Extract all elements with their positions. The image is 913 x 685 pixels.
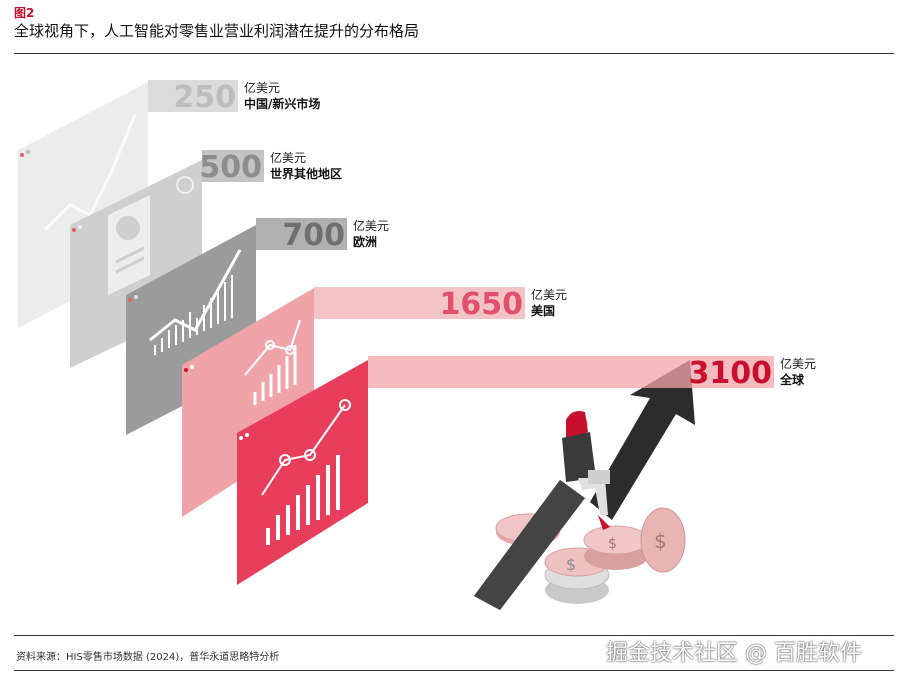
bottom-rule [14, 635, 894, 636]
watermark: 掘金技术社区 @ 百胜软件 [606, 641, 862, 666]
category-label-2: 世界其他地区 [270, 166, 342, 181]
unit-label-5: 亿美元 [780, 356, 816, 371]
category-label-4: 美国 [531, 303, 555, 318]
source-note: 资料来源：HIS零售市场数据 (2024)，普华永道思略特分析 [16, 652, 280, 663]
svg-text:$: $ [566, 555, 576, 574]
figure-label: 图2 [14, 6, 35, 20]
category-label-1: 中国/新兴市场 [244, 96, 320, 111]
value-label-4: 1650 [440, 287, 524, 322]
bar-4 [314, 287, 525, 319]
unit-label-2: 亿美元 [270, 150, 306, 165]
value-label-3: 700 [282, 218, 345, 253]
chart-title: 全球视角下，人工智能对零售业营业利润潜在提升的分布格局 [14, 22, 420, 40]
value-label-5: 3100 [689, 356, 773, 391]
panel-global [237, 360, 368, 585]
top-rule [14, 53, 894, 54]
bar-1 [148, 80, 238, 112]
coins-illustration: $ $ $ [474, 360, 695, 610]
value-label-1: 250 [173, 80, 236, 115]
category-label-3: 欧洲 [353, 234, 377, 249]
bar-3 [256, 218, 347, 250]
bar-5 [368, 356, 774, 388]
unit-label-4: 亿美元 [531, 287, 567, 302]
svg-text:$: $ [654, 529, 667, 553]
category-label-5: 全球 [779, 372, 805, 387]
businesswoman-figure [562, 411, 610, 530]
unit-label-1: 亿美元 [244, 80, 280, 95]
svg-text:$: $ [608, 536, 617, 552]
value-label-2: 500 [199, 150, 262, 185]
bar-2 [202, 150, 264, 182]
arrow-up-icon [474, 360, 695, 610]
panel-usa [182, 288, 314, 517]
unit-label-3: 亿美元 [353, 218, 389, 233]
footer-rule [14, 670, 894, 671]
